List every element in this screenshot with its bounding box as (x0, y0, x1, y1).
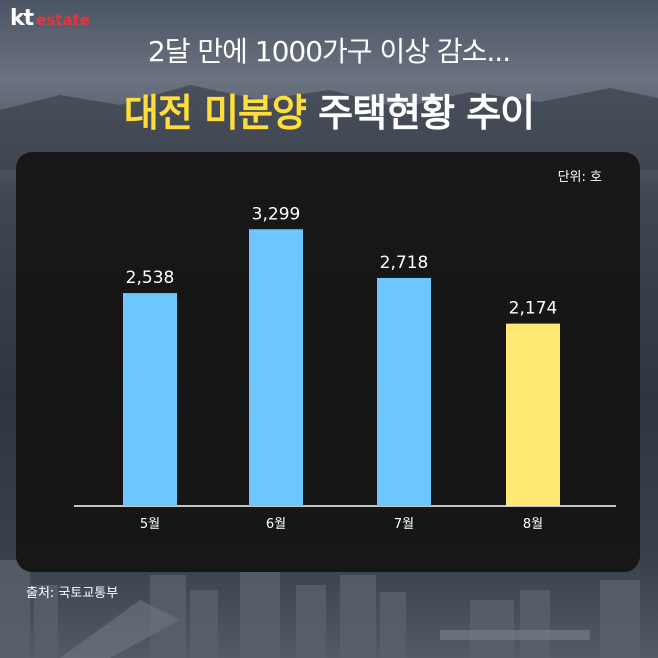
logo-estate: estate (36, 11, 90, 29)
bar-chart: 2,538 5월 3,299 6월 2,718 7월 2,174 8월 (74, 204, 616, 532)
chart-panel: 단위: 호 2,538 5월 3,299 6월 2,718 7월 2,174 8월 (16, 152, 640, 572)
x-tick-label-2: 6월 (266, 517, 286, 532)
data-label-3: 2,718 (380, 253, 429, 273)
bar-2 (249, 229, 303, 506)
data-label-1: 2,538 (126, 268, 175, 288)
brand-logo: kt estate (10, 6, 90, 34)
page-title: 대전 미분양 주택현황 추이 (0, 82, 658, 137)
bar-3 (377, 277, 431, 506)
logo-kt: kt (10, 6, 34, 31)
x-tick-label-1: 5월 (140, 517, 160, 532)
bar-4 (506, 323, 560, 506)
data-label-4: 2,174 (509, 299, 558, 319)
title-rest: 주택현황 추이 (318, 91, 535, 135)
x-tick-label-3: 7월 (394, 517, 414, 532)
source-label: 출처: 국토교통부 (26, 586, 119, 601)
data-label-2: 3,299 (252, 204, 301, 224)
title-highlight: 대전 미분양 (123, 91, 307, 135)
bar-1 (123, 293, 177, 506)
subtitle: 2달 만에 1000가구 이상 감소... (147, 35, 511, 68)
unit-label: 단위: 호 (557, 170, 602, 185)
x-tick-label-4: 8월 (523, 517, 543, 532)
